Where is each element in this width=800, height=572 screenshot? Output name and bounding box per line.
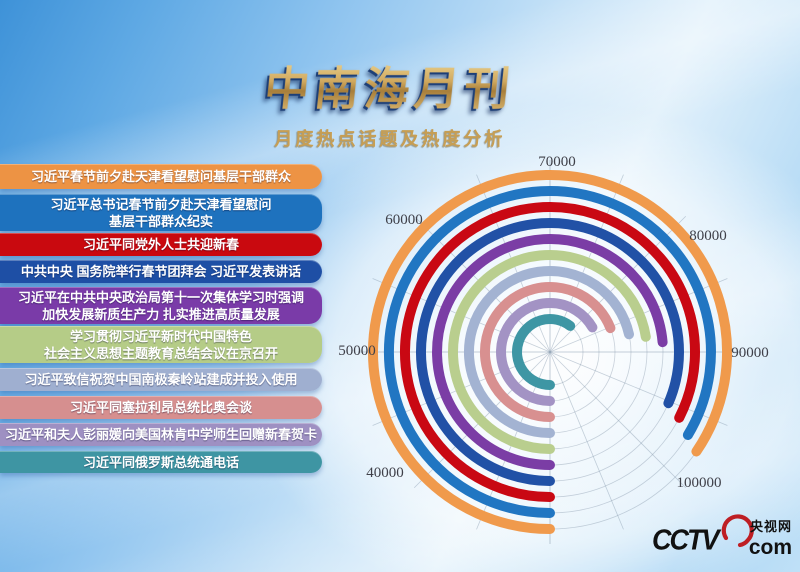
cctv-logo: CCTV 央视网 com	[652, 510, 794, 562]
topic-bar-9: 习近平和夫人彭丽媛向美国林肯中学师生回赠新春贺卡	[0, 423, 322, 446]
axis-tick-label: 50000	[338, 343, 376, 359]
heat-ring-3	[400, 202, 700, 502]
heat-ring-2	[383, 186, 716, 518]
header: 中南海月刊 月度热点话题及热度分析	[170, 52, 610, 151]
axis-tick-label: 60000	[385, 212, 423, 228]
topic-bar-7: 习近平致信祝贺中国南极秦岭站建成并投入使用	[0, 368, 322, 391]
topic-bar-4: 中共中央 国务院举行春节团拜会 习近平发表讲话	[0, 260, 322, 283]
topic-label: 习近平在中共中央政治局第十一次集体学习时强调	[17, 289, 304, 305]
heat-ring-7	[463, 266, 634, 438]
axis-tick-label: 70000	[538, 154, 576, 170]
grid-spoke	[549, 351, 687, 489]
cctv-com-label: com	[748, 536, 792, 559]
topic-bar-3: 习近平同党外人士共迎新春	[0, 233, 322, 256]
axis-tick-label: 90000	[731, 345, 769, 361]
axis-tick-label: 100000	[677, 475, 722, 491]
axis-tick-label: 80000	[689, 228, 727, 244]
heat-ring-6	[448, 250, 651, 454]
topic-label: 习近平总书记春节前夕赴天津看望慰问	[50, 196, 272, 212]
cctv-cn-label: 央视网	[749, 519, 792, 534]
heat-ring-4	[416, 218, 684, 486]
heat-ring-1	[368, 170, 732, 534]
heat-ring-9	[496, 298, 598, 406]
topic-label: 习近平春节前夕赴天津看望慰问基层干部群众	[30, 169, 291, 184]
topic-label: 习近平同俄罗斯总统通电话	[82, 454, 239, 470]
topic-label: 社会主义思想主题教育总结会议在京召开	[43, 345, 278, 361]
topic-bar-5: 习近平在中共中央政治局第十一次集体学习时强调 加快发展新质生产力 扎实推进高质量…	[0, 287, 322, 324]
axis-tick-label: 40000	[366, 465, 404, 481]
topic-label: 习近平和夫人彭丽媛向美国林肯中学师生回赠新春贺卡	[4, 427, 317, 442]
heat-ring-10	[512, 314, 576, 390]
cctv-swoosh-icon	[721, 514, 754, 548]
topic-bar-6: 学习贯彻习近平新时代中国特色 社会主义思想主题教育总结会议在京召开	[0, 326, 322, 363]
topic-label: 中共中央 国务院举行春节团拜会 习近平发表讲话	[20, 264, 302, 279]
topic-bar-2: 习近平总书记春节前夕赴天津看望慰问 基层干部群众纪实	[0, 194, 322, 231]
topic-bar-10: 习近平同俄罗斯总统通电话	[0, 451, 322, 473]
grid-spoke	[549, 351, 624, 530]
topic-label: 习近平同塞拉利昂总统比奥会谈	[69, 400, 252, 415]
topic-label: 学习贯彻习近平新时代中国特色	[69, 328, 252, 344]
topic-label: 习近平同党外人士共迎新春	[82, 237, 239, 252]
topic-label: 加快发展新质生产力 扎实推进高质量发展	[42, 306, 280, 322]
topic-bar-8: 习近平同塞拉利昂总统比奥会谈	[0, 396, 322, 419]
topic-label: 习近平致信祝贺中国南极秦岭站建成并投入使用	[24, 372, 298, 387]
cctv-wordmark: CCTV	[652, 524, 719, 556]
topic-label: 基层干部群众纪实	[108, 213, 213, 229]
heat-ring-8	[479, 282, 616, 422]
topic-bar-1: 习近平春节前夕赴天津看望慰问基层干部群众	[0, 164, 322, 189]
heat-ring-5	[432, 234, 668, 470]
page-subtitle: 月度热点话题及热度分析	[274, 129, 506, 149]
